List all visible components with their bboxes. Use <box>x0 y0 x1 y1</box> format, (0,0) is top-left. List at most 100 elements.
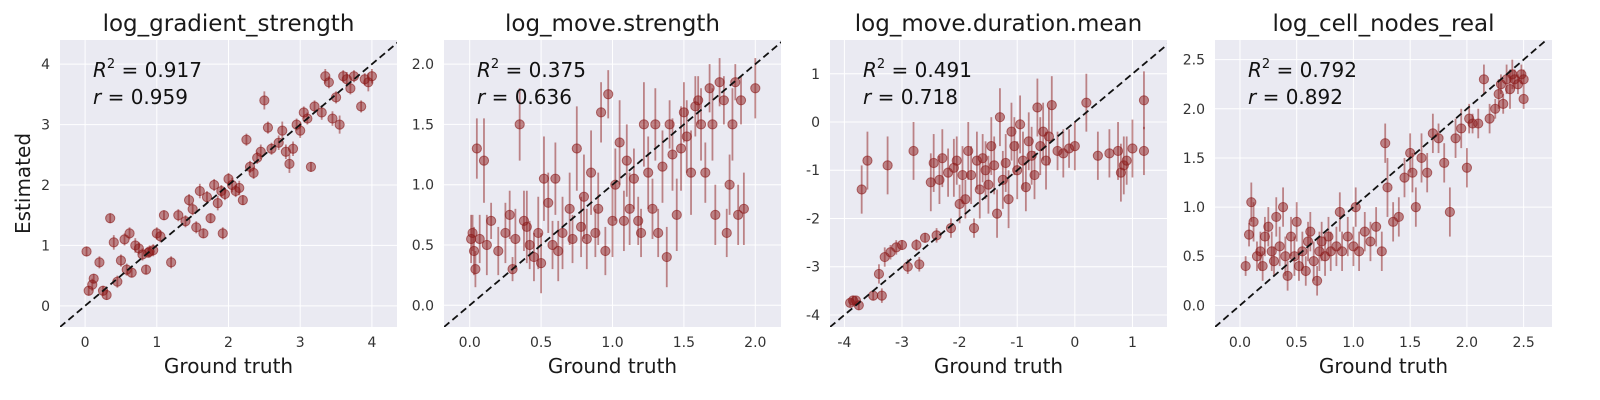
data-point <box>478 155 490 166</box>
data-point <box>564 203 575 214</box>
r-squared-annotation: R2 = 0.792 <box>1248 57 1357 82</box>
data-point <box>1422 167 1433 178</box>
data-point <box>1456 123 1467 134</box>
data-point <box>524 239 535 251</box>
data-point <box>1444 206 1455 218</box>
y-axis-label: Estimated <box>11 133 35 234</box>
identity-line <box>444 41 781 327</box>
data-point <box>1393 211 1404 223</box>
data-point <box>638 119 650 130</box>
x-tick-label: -2 <box>953 335 967 351</box>
data-point <box>500 227 511 239</box>
data-point <box>1376 246 1387 257</box>
data-point <box>931 230 942 241</box>
data-point <box>750 83 761 94</box>
data-point <box>902 261 913 272</box>
r-symbol: r <box>477 85 487 109</box>
data-point <box>1305 226 1316 237</box>
plot-area <box>830 40 1167 327</box>
data-point <box>1121 155 1132 166</box>
data-point <box>1000 157 1011 169</box>
scatter-panel: 0.0 0.5 1.0 1.5 2.0 2.5 0.0 0.5 1.0 1.5 2.0 2.5 R2 =… <box>1183 11 1552 378</box>
r-squared-value: = 0.491 <box>885 58 972 82</box>
data-point <box>1350 201 1361 213</box>
x-tick-label: 0.0 <box>1229 335 1251 351</box>
data-point <box>700 167 711 178</box>
data-point <box>1015 119 1026 130</box>
data-point <box>1308 256 1319 267</box>
x-axis-label: Ground truth <box>164 354 293 378</box>
data-point <box>937 153 948 164</box>
data-point <box>1285 231 1297 242</box>
data-point <box>305 161 317 172</box>
data-point <box>647 203 658 214</box>
data-point <box>1405 147 1416 159</box>
data-point <box>191 222 202 233</box>
x-axis-label: Ground truth <box>1319 354 1448 378</box>
data-point <box>585 167 597 178</box>
data-point <box>1354 246 1365 257</box>
data-point <box>1023 136 1034 147</box>
x-tick-label: 0.0 <box>459 335 481 351</box>
data-point <box>1069 141 1080 152</box>
y-tick-label: 1.0 <box>1183 200 1205 216</box>
data-point <box>1342 231 1353 242</box>
data-point <box>262 122 274 133</box>
plot-area <box>1215 40 1552 327</box>
data-point <box>721 227 732 239</box>
x-axis-label: Ground truth <box>548 354 677 378</box>
r-squared-value: = 0.792 <box>1270 58 1357 82</box>
data-point <box>896 239 908 251</box>
data-point <box>1336 246 1348 257</box>
data-point <box>1127 143 1138 154</box>
data-point <box>571 143 582 154</box>
data-point <box>934 174 945 185</box>
data-point <box>1112 145 1124 157</box>
data-point <box>209 179 220 191</box>
data-point <box>287 143 299 154</box>
data-point <box>486 215 497 226</box>
data-point <box>678 107 689 118</box>
data-point <box>1439 157 1450 168</box>
y-tick-label: 1.0 <box>412 178 434 194</box>
r-symbol: r <box>93 85 103 109</box>
y-tick-label: 2.5 <box>1183 53 1205 69</box>
data-point <box>248 167 259 179</box>
data-point <box>481 239 492 251</box>
r-symbol: r <box>1248 85 1258 109</box>
data-point <box>974 184 985 195</box>
data-point <box>1490 103 1501 114</box>
data-point <box>989 160 1000 171</box>
data-point <box>1003 194 1014 205</box>
data-point <box>194 185 205 197</box>
data-point <box>1255 246 1266 257</box>
data-point <box>968 223 980 234</box>
y-tick-label: 1 <box>811 67 820 83</box>
data-point <box>624 203 635 214</box>
data-point <box>621 155 632 166</box>
data-point <box>521 221 532 233</box>
data-point <box>237 195 248 206</box>
data-point <box>334 119 345 130</box>
data-point <box>528 251 540 263</box>
x-tick-label: 0 <box>1070 335 1079 351</box>
r-squared-annotation: R2 = 0.491 <box>863 57 972 82</box>
data-point <box>1243 229 1255 240</box>
y-tick-label: -2 <box>806 211 820 227</box>
data-point <box>1399 172 1410 183</box>
data-point <box>628 173 640 184</box>
data-point <box>471 143 482 154</box>
data-point <box>550 173 561 184</box>
r-symbol: r <box>863 85 873 109</box>
x-tick-label: 1.0 <box>601 335 623 351</box>
data-point <box>738 203 749 214</box>
r-squared-exponent: 2 <box>107 57 115 72</box>
y-tick-label: 4 <box>41 57 50 73</box>
y-tick-label: 0 <box>811 115 820 131</box>
y-tick-label: 0.0 <box>1183 298 1205 314</box>
data-point <box>704 83 715 94</box>
data-point <box>653 227 664 239</box>
data-point <box>960 194 971 205</box>
data-point <box>166 257 177 268</box>
data-point <box>94 257 105 268</box>
